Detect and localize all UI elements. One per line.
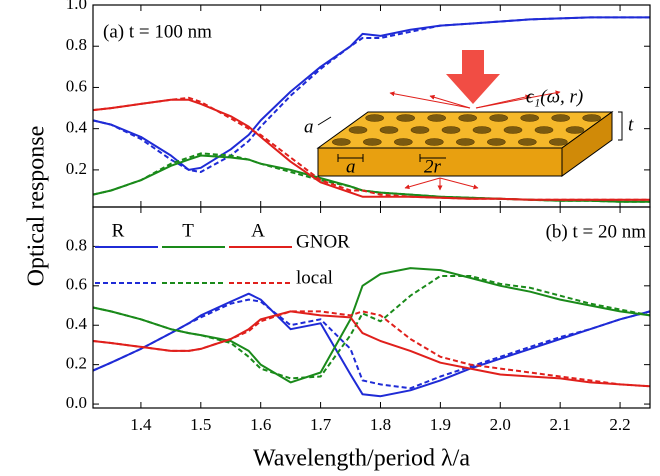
inset-label: 2r [424, 156, 442, 177]
hole [456, 138, 475, 146]
x-tick-label: 1.5 [190, 415, 211, 434]
legend-label: A [251, 220, 265, 241]
x-tick-label: 1.4 [130, 415, 152, 434]
x-tick-label: 1.8 [370, 415, 391, 434]
inset: ϵ₁(ω, r) a t a 2r [304, 50, 634, 191]
series-line [92, 96, 650, 201]
x-tick-label: 1.6 [250, 415, 271, 434]
hole [394, 138, 413, 146]
x-tick-label: 2.2 [609, 415, 630, 434]
y-axis-label: Optical response [24, 126, 50, 287]
x-tick-label: 2.1 [550, 415, 571, 434]
hole [348, 126, 368, 134]
hole [365, 114, 384, 122]
hole [332, 138, 351, 146]
inset-label: ϵ₁(ω, r) [526, 86, 583, 107]
hole [487, 138, 506, 146]
hole [582, 114, 601, 122]
panel-annotation: (a) t = 100 nm [103, 21, 212, 42]
hole [363, 138, 382, 146]
y-tick-label: 0.0 [66, 393, 87, 412]
hole [410, 126, 430, 134]
legend-label: T [182, 220, 194, 241]
scatter-arrows [389, 90, 561, 191]
x-axis-label: Wavelength/period λ/a [253, 446, 470, 472]
series-line [92, 267, 651, 384]
hole [441, 126, 461, 134]
hole [520, 114, 539, 122]
hole [396, 114, 415, 122]
inset-label: a [346, 156, 356, 177]
hole [427, 114, 446, 122]
series-line [92, 292, 651, 398]
y-tick-label: 0.6 [66, 275, 87, 294]
legend-label: R [112, 220, 125, 241]
x-tick-label: 1.9 [430, 415, 451, 434]
x-tick-label: 1.7 [310, 415, 332, 434]
hole [518, 138, 537, 146]
y-tick-label: 0.4 [66, 118, 88, 137]
holes [332, 114, 601, 146]
series-line [92, 16, 650, 171]
y-tick-label: 0.2 [66, 159, 87, 178]
dimension-marks [317, 111, 623, 162]
y-tick-label: 0.4 [66, 314, 88, 333]
series-line [92, 275, 651, 380]
legend-label: local [296, 267, 333, 288]
series-line [92, 310, 651, 388]
y-tick-label: 0.8 [66, 235, 87, 254]
hole [551, 114, 570, 122]
hole [503, 126, 523, 134]
legend-label: GNOR [296, 231, 350, 252]
hole [489, 114, 508, 122]
hole [458, 114, 477, 122]
slab-side [561, 111, 613, 177]
hole [472, 126, 492, 134]
hole [379, 126, 399, 134]
hole [534, 126, 554, 134]
hole [425, 138, 444, 146]
y-tick-label: 0.2 [66, 354, 87, 373]
series-line [92, 298, 651, 390]
series-line [92, 310, 651, 388]
incident-arrow [446, 50, 500, 104]
y-tick-label: 1.0 [66, 0, 87, 13]
hole [565, 126, 585, 134]
plot-frame [92, 206, 651, 409]
y-tick-label: 0.8 [66, 35, 87, 54]
inset-label: t [628, 114, 634, 135]
panel-annotation: (b) t = 20 nm [546, 221, 647, 242]
inset-label: a [304, 116, 314, 137]
x-tick-label: 2.0 [490, 415, 511, 434]
y-tick-label: 0.6 [66, 76, 87, 95]
hole [549, 138, 568, 146]
